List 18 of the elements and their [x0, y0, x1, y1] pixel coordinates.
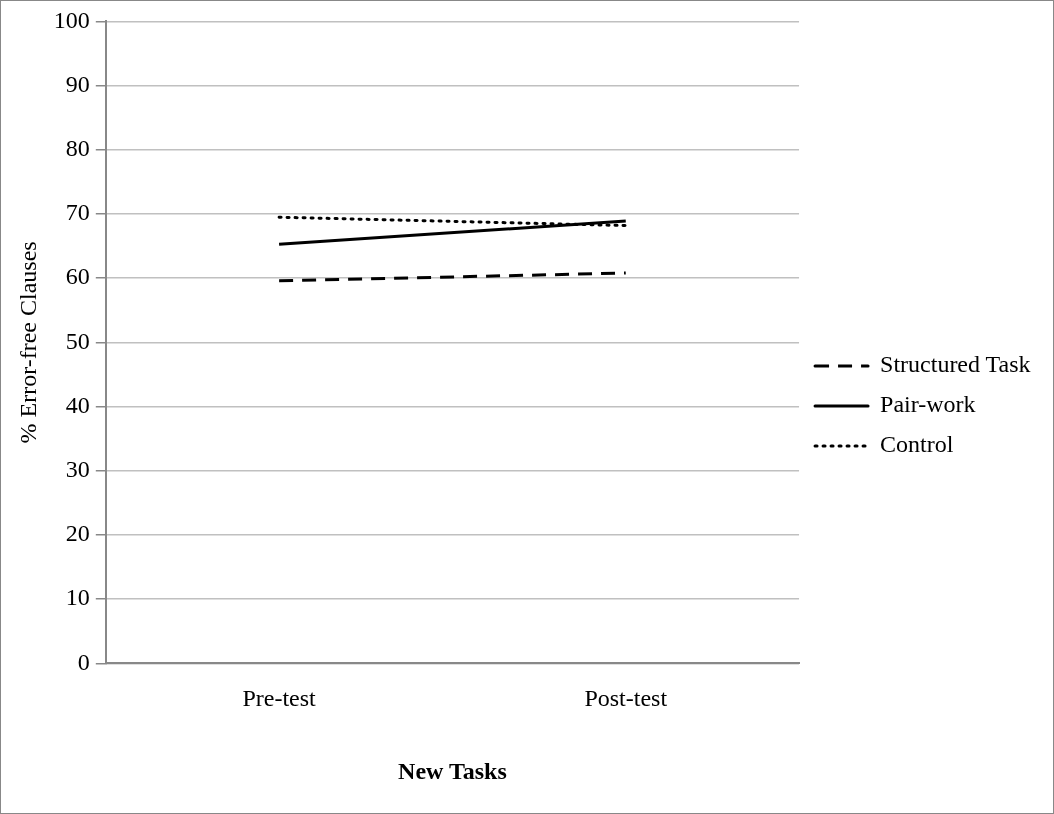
y-tick-label: 60	[65, 263, 90, 290]
y-tick-label: 20	[65, 520, 90, 547]
y-tick-label: 70	[65, 199, 90, 226]
y-axis-title: % Error-free Clauses	[14, 241, 41, 444]
y-tick-label: 0	[77, 648, 90, 675]
x-axis-title: New Tasks	[398, 757, 507, 784]
legend-label: Pair-work	[880, 391, 976, 418]
x-tick-label: Post-test	[584, 685, 668, 712]
y-tick-label: 80	[65, 135, 90, 162]
y-tick-label: 90	[65, 70, 90, 97]
legend-label: Control	[880, 431, 954, 458]
legend-label: Structured Task	[880, 351, 1031, 378]
y-tick-label: 10	[65, 584, 90, 611]
y-tick-label: 40	[65, 391, 90, 418]
x-tick-label: Pre-test	[242, 685, 317, 712]
y-tick-label: 100	[53, 6, 90, 33]
y-tick-label: 50	[65, 327, 90, 354]
y-tick-label: 30	[65, 456, 90, 483]
